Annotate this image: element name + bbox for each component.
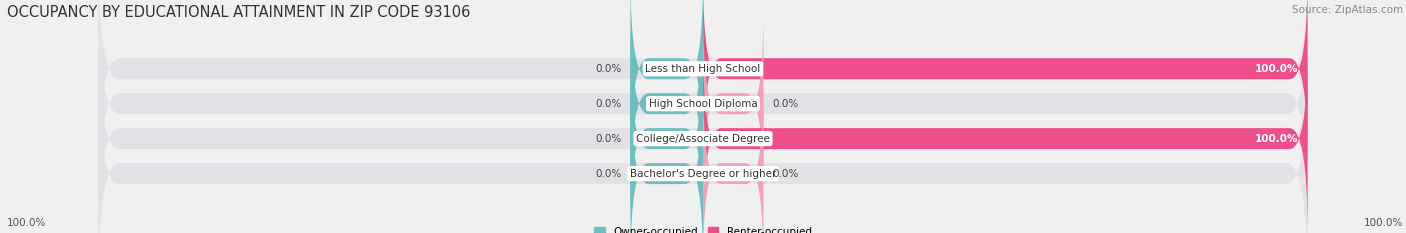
FancyBboxPatch shape bbox=[98, 27, 1308, 233]
Text: 0.0%: 0.0% bbox=[595, 99, 621, 109]
Text: 100.0%: 100.0% bbox=[7, 218, 46, 228]
Text: 100.0%: 100.0% bbox=[1256, 64, 1299, 74]
Text: 0.0%: 0.0% bbox=[772, 169, 799, 178]
FancyBboxPatch shape bbox=[630, 0, 703, 163]
FancyBboxPatch shape bbox=[98, 62, 1308, 233]
FancyBboxPatch shape bbox=[630, 44, 703, 233]
FancyBboxPatch shape bbox=[703, 9, 763, 198]
Text: Source: ZipAtlas.com: Source: ZipAtlas.com bbox=[1292, 5, 1403, 15]
Text: 0.0%: 0.0% bbox=[772, 99, 799, 109]
Text: College/Associate Degree: College/Associate Degree bbox=[636, 134, 770, 144]
FancyBboxPatch shape bbox=[703, 79, 763, 233]
Legend: Owner-occupied, Renter-occupied: Owner-occupied, Renter-occupied bbox=[595, 227, 811, 233]
Text: 0.0%: 0.0% bbox=[595, 169, 621, 178]
Text: High School Diploma: High School Diploma bbox=[648, 99, 758, 109]
FancyBboxPatch shape bbox=[630, 9, 703, 198]
Text: 0.0%: 0.0% bbox=[595, 134, 621, 144]
FancyBboxPatch shape bbox=[703, 44, 1308, 233]
Text: Less than High School: Less than High School bbox=[645, 64, 761, 74]
Text: 0.0%: 0.0% bbox=[595, 64, 621, 74]
Text: OCCUPANCY BY EDUCATIONAL ATTAINMENT IN ZIP CODE 93106: OCCUPANCY BY EDUCATIONAL ATTAINMENT IN Z… bbox=[7, 5, 471, 20]
Text: 100.0%: 100.0% bbox=[1256, 134, 1299, 144]
FancyBboxPatch shape bbox=[98, 0, 1308, 181]
FancyBboxPatch shape bbox=[703, 0, 1308, 163]
FancyBboxPatch shape bbox=[630, 79, 703, 233]
Text: Bachelor's Degree or higher: Bachelor's Degree or higher bbox=[630, 169, 776, 178]
Text: 100.0%: 100.0% bbox=[1364, 218, 1403, 228]
FancyBboxPatch shape bbox=[98, 0, 1308, 216]
